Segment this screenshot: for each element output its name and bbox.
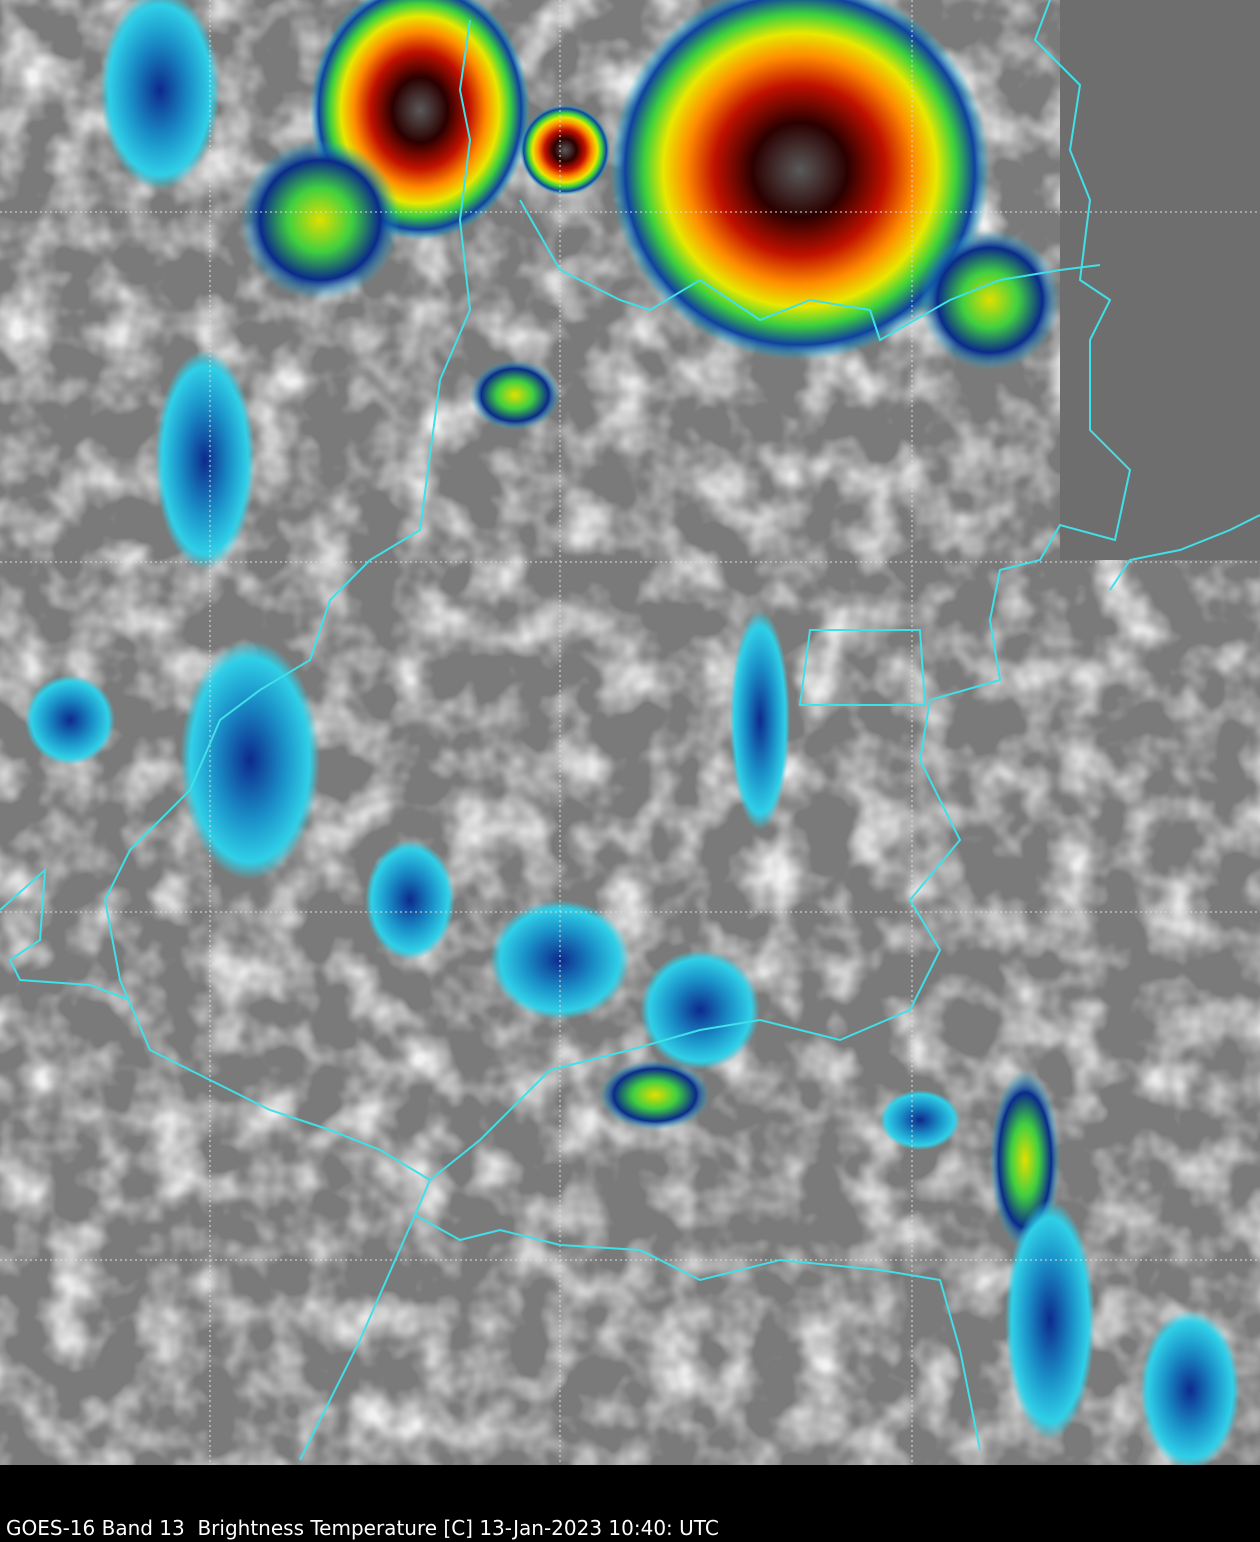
- satellite-image: [0, 0, 1260, 1465]
- caption: GOES-16 Band 13 Brightness Temperature […: [6, 1516, 719, 1540]
- borders: [0, 0, 1260, 1461]
- graticule: [0, 0, 1260, 1465]
